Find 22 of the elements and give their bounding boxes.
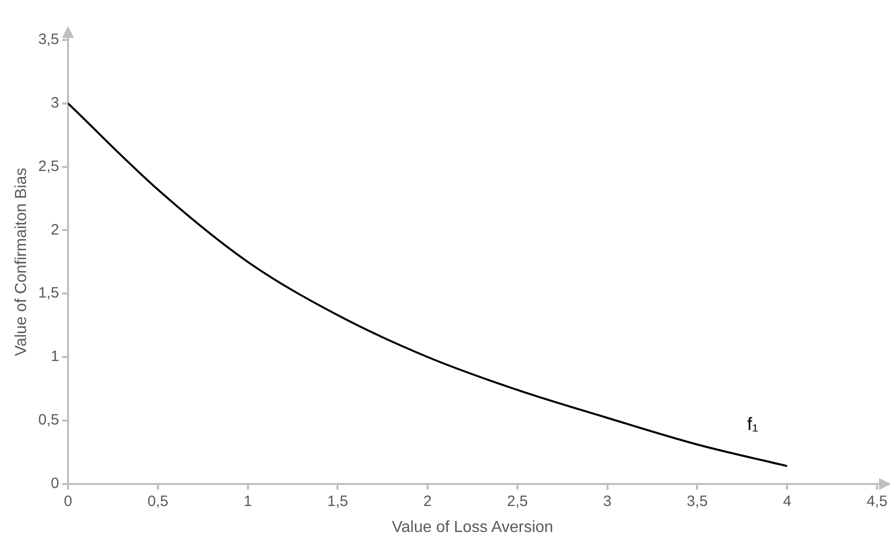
x-axis-title: Value of Loss Aversion [392, 518, 554, 536]
x-tick-label: 2 [423, 492, 432, 510]
y-tick-label: 0,5 [38, 412, 60, 429]
y-tick-label: 3,5 [38, 31, 60, 48]
y-tick-label: 1,5 [38, 284, 60, 302]
y-tick-label: 2,5 [38, 158, 60, 175]
line-series [68, 102, 788, 468]
x-tick-label: 2,5 [507, 492, 528, 510]
annotation: f₁ [747, 414, 758, 436]
y-tick-label: 3 [50, 94, 60, 112]
x-tick-label: 1,5 [327, 492, 348, 510]
x-tick-label: 1 [244, 492, 252, 510]
x-tick-label: 4,5 [866, 492, 888, 510]
y-tick-label: 0 [50, 474, 60, 492]
x-tick-label: 0 [64, 492, 72, 510]
y-axis-title: Value of Confirmaiton Bias [13, 168, 30, 356]
x-tick-label: 3 [603, 492, 612, 510]
y-tick-label: 1 [50, 348, 60, 366]
x-tick-label: 0,5 [148, 492, 168, 510]
x-tick-label: 3,5 [686, 492, 708, 510]
y-tick-label: 2 [50, 221, 60, 238]
x-tick-label: 4 [782, 492, 792, 510]
